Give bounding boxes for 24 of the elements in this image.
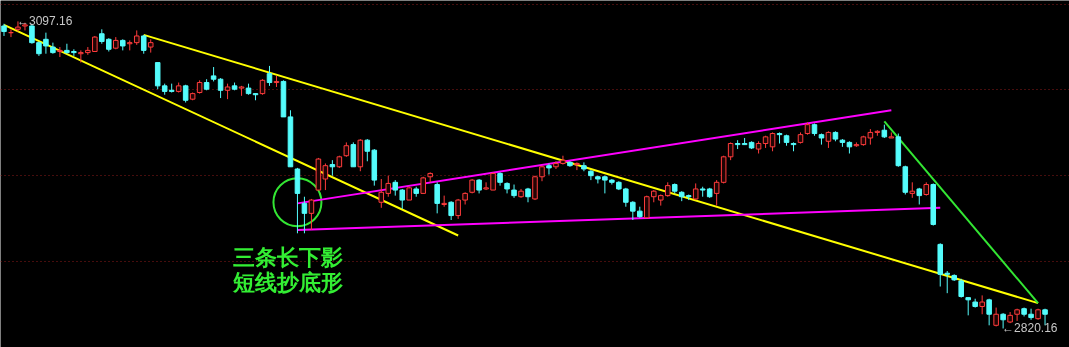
candlestick xyxy=(979,294,985,315)
candlestick xyxy=(15,20,21,33)
annotation: 三条长下影 xyxy=(232,245,343,270)
candlestick xyxy=(546,162,552,176)
candlestick xyxy=(1014,308,1020,322)
candlestick xyxy=(776,131,783,145)
candlestick xyxy=(958,278,964,299)
candlestick xyxy=(266,65,273,87)
annotation: 短线抄底形 xyxy=(231,270,343,295)
candlestick xyxy=(57,46,63,58)
candlestick xyxy=(301,196,308,234)
candlestick xyxy=(350,141,357,168)
annotation: ←2820.16 xyxy=(1002,321,1058,336)
candlestick xyxy=(448,200,454,221)
candlestick xyxy=(769,131,776,152)
candlestick xyxy=(1000,312,1006,329)
candlestick xyxy=(217,77,224,99)
annotation: ←3097.16 xyxy=(16,14,73,29)
candlestick xyxy=(511,184,517,199)
candlestick xyxy=(434,181,440,214)
candlestick xyxy=(308,198,315,231)
candlestick xyxy=(986,298,992,326)
candlestick xyxy=(588,169,594,181)
candlestick xyxy=(574,161,580,171)
